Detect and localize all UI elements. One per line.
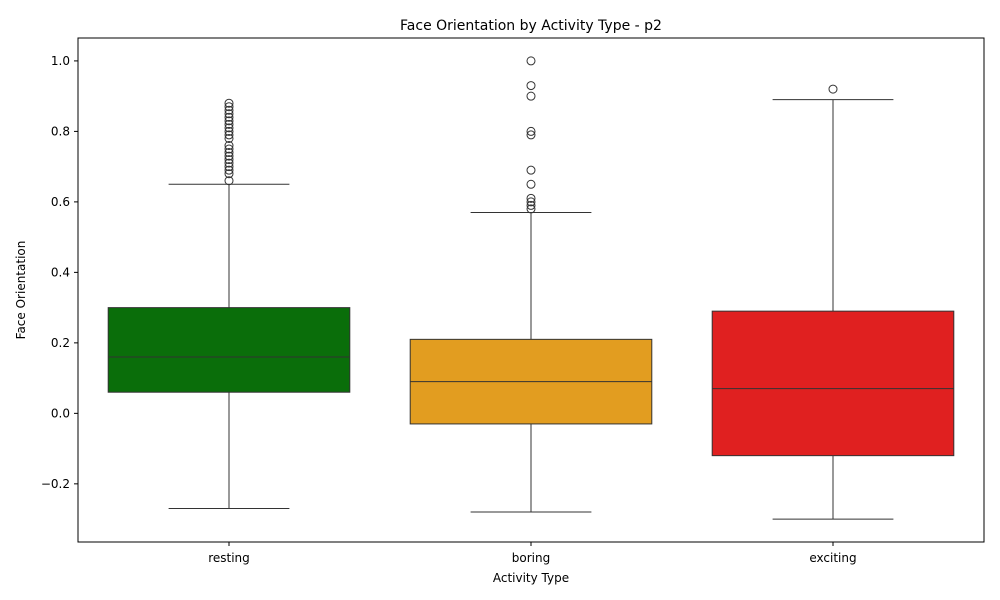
- y-tick-label: 0.0: [51, 406, 70, 420]
- outlier-point: [224, 165, 234, 175]
- outlier-point: [526, 200, 536, 210]
- y-tick-label: −0.2: [41, 477, 70, 491]
- x-tick-label: resting: [208, 551, 250, 565]
- box-iqr: [107, 307, 351, 393]
- outlier-point: [526, 56, 536, 66]
- outlier-point: [526, 91, 536, 101]
- box-group-exciting: [711, 84, 955, 520]
- outlier-point: [224, 176, 234, 186]
- outlier-point: [224, 130, 234, 140]
- x-tick-label: exciting: [809, 551, 856, 565]
- outlier-point: [224, 144, 234, 154]
- y-tick-label: 1.0: [51, 54, 70, 68]
- box-group-boring: [409, 56, 653, 513]
- chart-title: Face Orientation by Activity Type - p2: [400, 18, 662, 34]
- outlier-point: [526, 165, 536, 175]
- outlier-point: [526, 130, 536, 140]
- y-tick-label: 0.4: [51, 265, 70, 279]
- outlier-point: [224, 109, 234, 119]
- x-tick-label: boring: [512, 551, 550, 565]
- y-tick-label: 0.2: [51, 336, 70, 350]
- outlier-point: [526, 81, 536, 91]
- y-tick-label: 0.6: [51, 195, 70, 209]
- outlier-point: [224, 151, 234, 161]
- outlier-point: [224, 105, 234, 115]
- outlier-point: [224, 102, 234, 112]
- y-axis-label: Face Orientation: [14, 241, 28, 340]
- outlier-point: [224, 126, 234, 136]
- outlier-point: [224, 133, 234, 143]
- outlier-point: [224, 119, 234, 129]
- y-tick-label: 0.8: [51, 124, 70, 138]
- plot-area: [107, 56, 955, 520]
- outlier-point: [224, 169, 234, 179]
- outlier-point: [526, 193, 536, 203]
- outlier-point: [224, 158, 234, 168]
- outlier-point: [224, 116, 234, 126]
- box-iqr: [711, 310, 955, 457]
- outlier-point: [224, 112, 234, 122]
- outlier-point: [224, 162, 234, 172]
- outlier-point: [224, 98, 234, 108]
- x-axis-label: Activity Type: [493, 571, 569, 585]
- outlier-point: [526, 126, 536, 136]
- outlier-point: [526, 179, 536, 189]
- outlier-point: [828, 84, 838, 94]
- box-group-resting: [107, 98, 351, 510]
- outlier-point: [224, 140, 234, 150]
- outlier-point: [224, 155, 234, 165]
- outlier-point: [224, 123, 234, 133]
- outlier-point: [224, 148, 234, 158]
- outlier-point: [526, 204, 536, 214]
- outlier-point: [526, 197, 536, 207]
